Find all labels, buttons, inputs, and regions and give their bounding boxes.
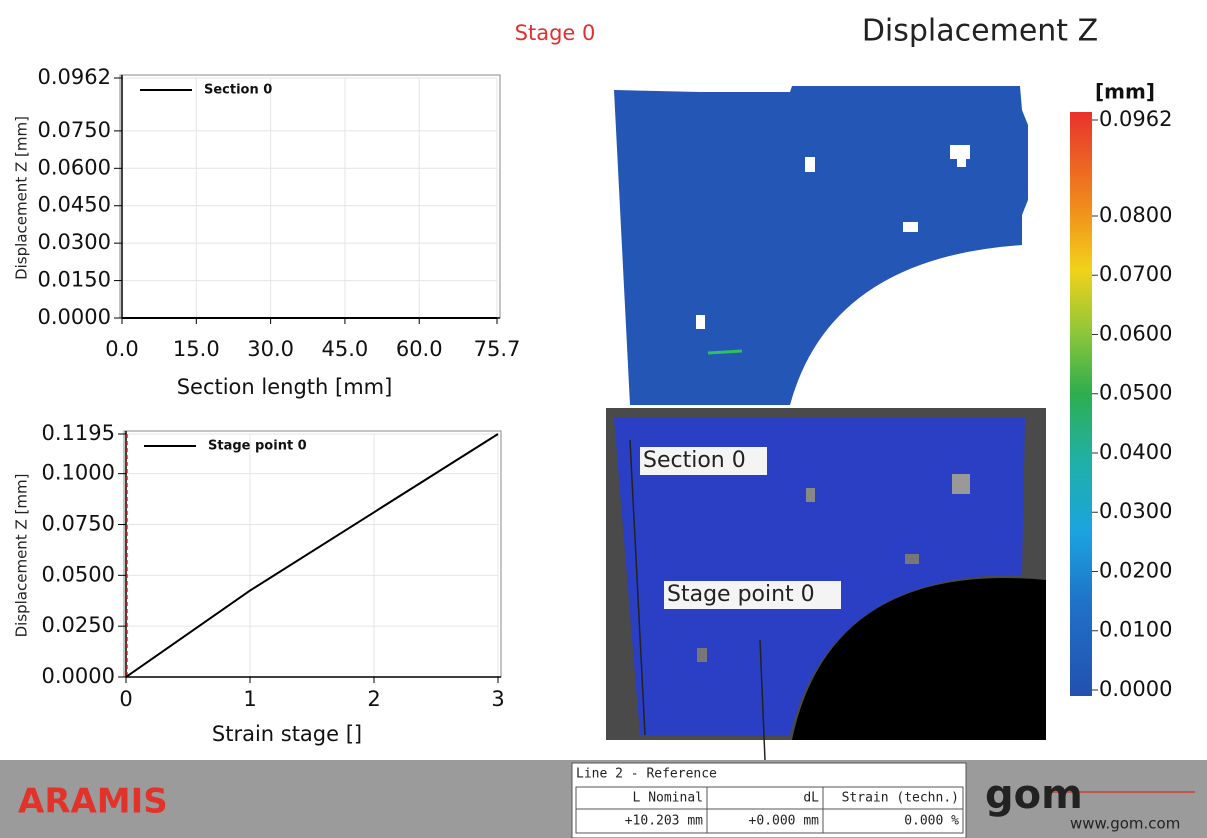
colorbar-tick-label: 0.0700 [1099, 262, 1172, 286]
camera-image: Section 0 Stage point 0 [606, 408, 1046, 761]
y-tick-label: 0.0962 [38, 65, 111, 89]
legend-label: Section 0 [204, 83, 272, 98]
colorbar-tick-label: 0.0800 [1099, 203, 1172, 227]
table-header: L Nominal [633, 791, 703, 806]
y-tick-label: 0.1000 [42, 461, 115, 485]
table-cell: +0.000 mm [749, 814, 820, 829]
x-tick-label: 0.0 [105, 337, 138, 361]
colorbar-tick-label: 0.0000 [1099, 677, 1172, 701]
colorbar-tick-label: 0.0400 [1099, 440, 1172, 464]
legend-label: Stage point 0 [208, 439, 307, 454]
plot-area [119, 74, 501, 319]
colorbar [1070, 112, 1092, 696]
table-title: Line 2 - Reference [576, 767, 717, 782]
x-tick-label: 75.7 [474, 337, 521, 361]
x-tick-label: 45.0 [322, 337, 369, 361]
y-axis-label: Displacement Z [mm] [13, 116, 31, 280]
y-tick-label: 0.0000 [42, 664, 115, 688]
y-tick-label: 0.0750 [38, 118, 111, 142]
website: www.gom.com [1070, 815, 1180, 833]
y-tick-label: 0.0000 [38, 305, 111, 329]
x-tick-label: 15.0 [173, 337, 220, 361]
x-axis-label: Section length [mm] [177, 375, 393, 399]
y-tick-label: 0.0450 [38, 193, 111, 217]
overlay-label: Section 0 [643, 448, 746, 473]
table-header: Strain (techn.) [842, 791, 959, 806]
colorbar-tick-label: 0.0600 [1099, 321, 1172, 345]
series-line [125, 433, 499, 678]
y-tick-label: 0.0150 [38, 268, 111, 292]
y-tick-label: 0.0300 [38, 230, 111, 254]
colorbar-tick-label: 0.0200 [1099, 558, 1172, 582]
y-tick-label: 0.1195 [42, 421, 115, 445]
y-tick-label: 0.0750 [42, 511, 115, 535]
y-tick-label: 0.0500 [42, 562, 115, 586]
product-name: ARAMIS [18, 782, 168, 822]
colorbar-tick-label: 0.0500 [1099, 381, 1172, 405]
table-cell: 0.000 % [904, 814, 959, 829]
displacement-map [614, 86, 1028, 405]
overlay-label: Stage point 0 [667, 582, 815, 607]
x-axis-label: Strain stage [] [212, 722, 362, 746]
view-title: Displacement Z [862, 14, 1098, 49]
colorbar-unit: [mm] [1095, 80, 1155, 104]
logo: gom [985, 772, 1083, 818]
x-tick-label: 3 [491, 687, 504, 711]
y-tick-label: 0.0250 [42, 613, 115, 637]
colorbar-tick-label: 0.0300 [1099, 499, 1172, 523]
table-cell: +10.203 mm [625, 814, 703, 829]
y-axis-label: Displacement Z [mm] [13, 474, 31, 638]
x-tick-label: 1 [243, 687, 256, 711]
colorbar-tick-label: 0.0962 [1099, 107, 1172, 131]
stage-label: Stage 0 [515, 21, 596, 45]
x-tick-label: 0 [119, 687, 132, 711]
measurement-table: Line 2 - Reference L Nominal dL Strain (… [571, 762, 967, 838]
x-tick-label: 30.0 [247, 337, 294, 361]
x-tick-label: 2 [367, 687, 380, 711]
colorbar-tick-label: 0.0100 [1099, 618, 1172, 642]
y-tick-label: 0.0600 [38, 155, 111, 179]
table-header: dL [803, 791, 819, 806]
x-tick-label: 60.0 [396, 337, 443, 361]
